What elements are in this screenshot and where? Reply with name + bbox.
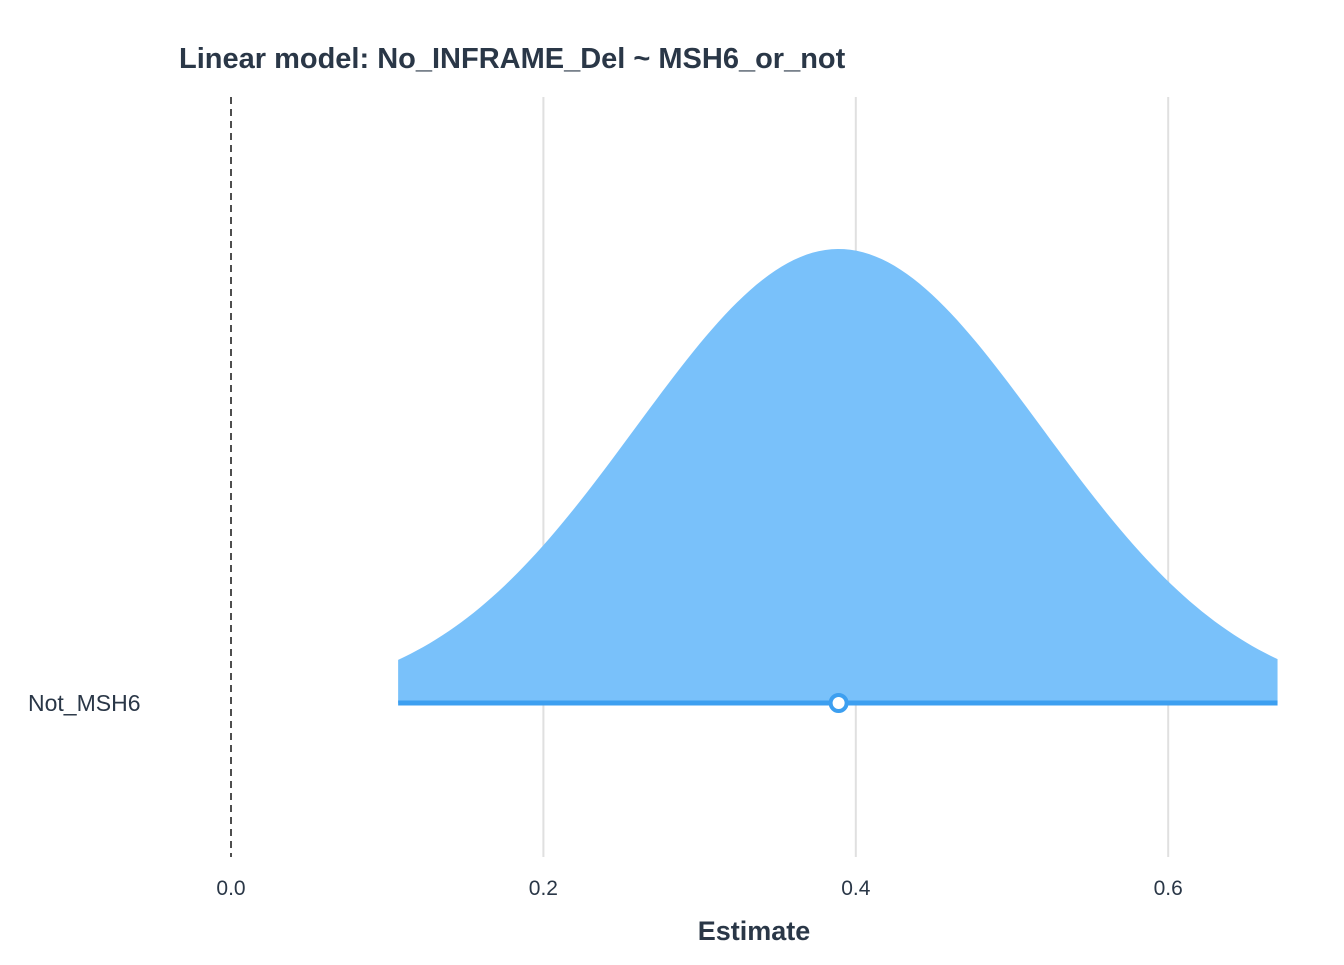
density-area-Not_MSH6: [398, 249, 1278, 703]
x-tick-label-0.6: 0.6: [1154, 877, 1183, 900]
x-tick-label-0.4: 0.4: [841, 877, 871, 900]
y-category-label-Not_MSH6: Not_MSH6: [28, 690, 140, 716]
x-axis-title: Estimate: [698, 916, 811, 946]
estimate-point-Not_MSH6: [828, 693, 849, 713]
x-tick-label-0.0: 0.0: [216, 877, 245, 900]
y-axis-categories: Not_MSH6: [28, 690, 140, 716]
mark-layer: [398, 249, 1278, 713]
x-tick-label-0.2: 0.2: [529, 877, 558, 900]
chart-title: Linear model: No_INFRAME_Del ~ MSH6_or_n…: [179, 43, 846, 75]
x-axis-ticks: 0.0 0.2 0.4 0.6: [216, 877, 1182, 900]
